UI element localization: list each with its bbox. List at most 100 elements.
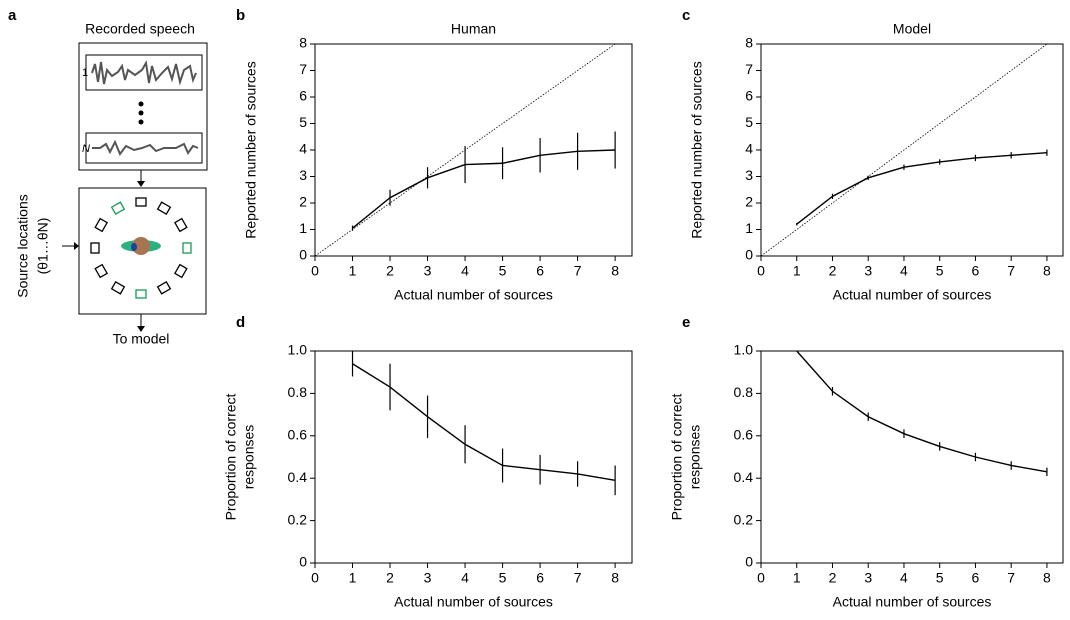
x-tick-label: 2 — [829, 263, 837, 279]
y-tick-label: 2 — [745, 194, 753, 210]
panel-letter: b — [236, 7, 245, 24]
x-tick-label: 4 — [461, 263, 469, 279]
x-tick-label: 1 — [793, 570, 801, 586]
x-tick-label: 5 — [936, 570, 944, 586]
x-tick-label: 2 — [386, 570, 394, 586]
data-line — [796, 350, 1048, 473]
x-tick-label: 4 — [900, 570, 908, 586]
x-axis-label: Actual number of sources — [833, 594, 992, 610]
speaker — [90, 242, 100, 254]
plot-frame — [314, 43, 633, 257]
y-axis-label: responses — [687, 425, 703, 490]
y-axis-label: Reported number of sources — [689, 61, 705, 238]
plot-frame — [314, 350, 633, 564]
x-tick-label: 5 — [499, 263, 507, 279]
speaker — [110, 201, 126, 216]
chart: d 0 1 2 3 4 5 6 7 8 0 0.2 0.4 0.6 0.8 1.0 Actual number … — [223, 314, 633, 610]
y-tick-label: 8 — [299, 35, 307, 51]
y-tick-label: 0 — [299, 247, 307, 263]
x-tick-label: 6 — [972, 570, 980, 586]
panel-letter: a — [8, 7, 17, 24]
x-tick-label: 4 — [461, 570, 469, 586]
x-tick-label: 3 — [864, 570, 872, 586]
y-axis-label: responses — [241, 425, 257, 490]
panel-letter: e — [682, 314, 690, 331]
chart: c Model 0 1 2 3 4 5 6 7 8 0 1 2 3 4 5 6 7 8 Actual number of… — [682, 7, 1064, 303]
y-tick-label: 0.4 — [288, 469, 308, 485]
chart: e 0 1 2 3 4 5 6 7 8 0 0.2 0.4 0.6 0.8 1.0 Actual number … — [669, 314, 1064, 610]
y-tick-label: 7 — [299, 61, 307, 77]
x-tick-label: 2 — [829, 570, 837, 586]
x-tick-label: 0 — [757, 263, 765, 279]
y-tick-label: 7 — [745, 61, 753, 77]
x-tick-label: 6 — [536, 263, 544, 279]
x-tick-label: 1 — [349, 263, 357, 279]
x-tick-label: 0 — [757, 570, 765, 586]
y-tick-label: 4 — [745, 141, 753, 157]
speech-box — [78, 42, 208, 171]
y-tick-label: 0.4 — [734, 469, 754, 485]
x-axis-label: Actual number of sources — [394, 287, 553, 303]
y-tick-label: 0.8 — [288, 384, 308, 400]
arrow-head — [74, 242, 79, 250]
x-tick-label: 7 — [1007, 570, 1015, 586]
y-axis-label: Proportion of correct — [223, 393, 239, 520]
speaker — [135, 289, 147, 299]
y-tick-label: 4 — [299, 141, 307, 157]
x-tick-label: 3 — [864, 263, 872, 279]
y-tick-label: 0.8 — [734, 384, 754, 400]
speaker — [94, 263, 109, 279]
y-tick-label: 8 — [745, 35, 753, 51]
listener-ear — [131, 243, 137, 251]
y-tick-label: 5 — [299, 114, 307, 130]
waveform-label: N — [82, 143, 90, 155]
y-tick-label: 1.0 — [288, 342, 308, 358]
x-tick-label: 7 — [574, 570, 582, 586]
data-line — [796, 151, 1047, 225]
location-box — [78, 187, 207, 315]
locations-symbol: (θ1…θN) — [35, 218, 51, 275]
waveform — [91, 60, 197, 86]
waveform-box — [85, 54, 203, 91]
y-tick-label: 6 — [745, 88, 753, 104]
identity-line — [760, 43, 1048, 257]
y-tick-label: 6 — [299, 88, 307, 104]
y-tick-label: 0.6 — [288, 427, 308, 443]
data-line — [352, 149, 616, 229]
chart-title: Human — [451, 21, 496, 37]
x-tick-label: 3 — [424, 570, 432, 586]
x-tick-label: 5 — [499, 570, 507, 586]
panel-letter: c — [682, 7, 690, 24]
x-tick-label: 1 — [793, 263, 801, 279]
arrow-head — [137, 326, 145, 332]
x-tick-label: 5 — [936, 263, 944, 279]
x-tick-label: 1 — [349, 570, 357, 586]
x-tick-label: 0 — [311, 263, 319, 279]
speaker — [94, 217, 109, 233]
output-label: To model — [113, 331, 170, 347]
plot-frame — [760, 43, 1064, 257]
speaker — [173, 217, 188, 233]
x-axis-label: Actual number of sources — [394, 594, 553, 610]
x-tick-label: 6 — [536, 570, 544, 586]
x-tick-label: 2 — [386, 263, 394, 279]
y-tick-label: 3 — [745, 167, 753, 183]
x-tick-label: 8 — [611, 263, 619, 279]
chart: b Human 0 1 2 3 4 5 6 7 8 0 1 2 3 4 5 6 7 8 Actual number of… — [236, 7, 633, 303]
x-tick-label: 3 — [424, 263, 432, 279]
speaker — [156, 280, 172, 295]
x-tick-label: 7 — [574, 263, 582, 279]
y-axis-label: Proportion of correct — [669, 393, 685, 520]
diagram-title: Recorded speech — [85, 21, 195, 37]
y-tick-label: 0.2 — [288, 511, 308, 527]
speaker — [156, 201, 172, 216]
arrow-head — [137, 181, 145, 187]
y-axis-label: Reported number of sources — [243, 61, 259, 238]
y-tick-label: 0 — [745, 554, 753, 570]
x-axis-label: Actual number of sources — [833, 287, 992, 303]
plot-frame — [760, 350, 1064, 564]
y-tick-label: 1 — [299, 220, 307, 236]
locations-label: Source locations — [15, 194, 31, 298]
speaker — [110, 280, 126, 295]
y-tick-label: 5 — [745, 114, 753, 130]
